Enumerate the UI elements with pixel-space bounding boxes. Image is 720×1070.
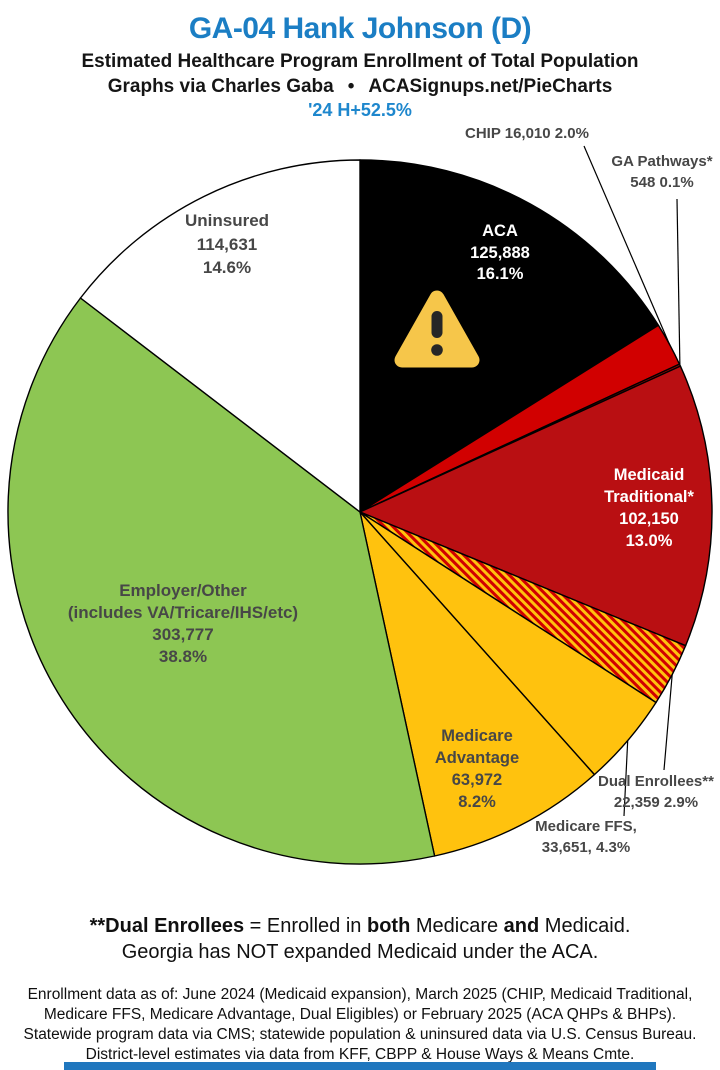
tagline-h-index: '24 H+52.5% — [308, 100, 412, 120]
label-chip: CHIP 16,010 2.0% — [465, 125, 589, 142]
bottom-accent-bar — [64, 1062, 656, 1070]
pie-slice-aca — [359, 159, 660, 513]
subtitle-line2: Graphs via Charles Gaba • ACASignups.net… — [108, 76, 613, 98]
page-title: GA-04 Hank Johnson (D) — [188, 12, 532, 45]
pie-slice-medicare-advantage — [359, 511, 596, 857]
subtitle-credit: Graphs via Charles Gaba — [107, 76, 334, 97]
pie-slice-employer-other — [7, 297, 436, 865]
label-uninsured: Uninsured 114,631 14.6% — [184, 211, 270, 277]
warning-icon — [394, 290, 480, 368]
label-ga-pathways: GA Pathways* 548 0.1% — [611, 153, 713, 191]
pie-slice-medicaid-traditional — [359, 365, 713, 647]
pie-slice-uninsured — [79, 159, 361, 513]
medicaid-expansion-note: Georgia has NOT expanded Medicaid under … — [121, 941, 599, 963]
label-employer-other: Employer/Other (includes VA/Tricare/IHS/… — [67, 581, 299, 666]
footer-line-3: Statewide program data via CMS; statewid… — [23, 1026, 697, 1043]
bullet-separator: • — [347, 76, 355, 97]
subtitle-site: ACASignups.net/PieCharts — [368, 76, 613, 97]
label-medicare-ffs: Medicare FFS, 33,651, 4.3% — [535, 818, 637, 856]
label-aca: ACA 125,888 16.1% — [470, 222, 530, 283]
dual-enrollees-note: **Dual Enrollees = Enrolled in both Medi… — [89, 915, 631, 937]
label-dual-enrollees: Dual Enrollees** 22,359 2.9% — [598, 773, 714, 811]
label-medicare-advantage: Medicare Advantage 63,972 8.2% — [434, 727, 520, 811]
label-leader-lines — [583, 145, 681, 817]
footer-line-1: Enrollment data as of: June 2024 (Medica… — [27, 986, 693, 1003]
footer-line-2: Medicare FFS, Medicare Advantage, Dual E… — [43, 1006, 677, 1023]
pie-slices — [7, 159, 713, 865]
footer-line-4: District-level estimates via data from K… — [85, 1046, 635, 1063]
label-medicaid-traditional: Medicaid Traditional* 102,150 13.0% — [604, 466, 694, 550]
subtitle-line1: Estimated Healthcare Program Enrollment … — [81, 51, 639, 72]
